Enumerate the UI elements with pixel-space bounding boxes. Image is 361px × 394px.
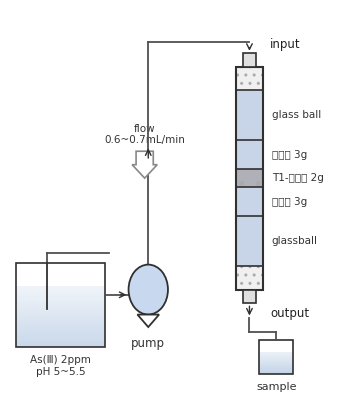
Bar <box>259 359 293 361</box>
Bar <box>16 303 105 306</box>
Text: As(Ⅲ) 2ppm
pH 5~5.5: As(Ⅲ) 2ppm pH 5~5.5 <box>30 355 91 377</box>
Bar <box>259 356 293 357</box>
Bar <box>16 299 105 301</box>
Bar <box>259 353 293 354</box>
Text: glass ball: glass ball <box>272 110 321 120</box>
Bar <box>259 372 293 373</box>
Bar <box>16 335 105 338</box>
Bar <box>259 367 293 368</box>
Text: glassball: glassball <box>272 236 318 246</box>
Bar <box>16 318 105 320</box>
FancyArrow shape <box>132 151 157 178</box>
Bar <box>236 140 263 169</box>
Bar <box>259 340 293 374</box>
Bar <box>16 313 105 316</box>
Bar <box>259 363 293 364</box>
Polygon shape <box>138 314 159 327</box>
Bar <box>259 364 293 365</box>
Ellipse shape <box>129 265 168 314</box>
Text: input: input <box>270 38 301 51</box>
Bar <box>16 325 105 328</box>
Bar <box>236 67 263 90</box>
Bar <box>16 316 105 318</box>
Bar <box>236 187 263 216</box>
Bar <box>243 53 256 67</box>
Bar <box>259 351 293 353</box>
Bar <box>259 362 293 363</box>
Bar <box>259 354 293 355</box>
Bar <box>259 373 293 374</box>
Bar <box>236 169 263 187</box>
Bar <box>16 330 105 333</box>
Bar <box>236 266 263 290</box>
Text: output: output <box>270 307 309 320</box>
Text: flow
0.6~0.7mL/min: flow 0.6~0.7mL/min <box>104 124 185 145</box>
Bar <box>16 306 105 308</box>
Bar <box>236 67 263 290</box>
Bar <box>236 67 263 90</box>
Text: 견윤모 3g: 견윤모 3g <box>272 150 307 160</box>
Bar <box>236 90 263 140</box>
Bar <box>16 345 105 347</box>
Bar <box>16 301 105 303</box>
Bar <box>259 355 293 356</box>
Bar <box>259 366 293 367</box>
Bar <box>16 289 105 291</box>
Bar <box>16 338 105 340</box>
Bar <box>16 340 105 342</box>
Bar <box>16 291 105 294</box>
Bar <box>236 169 263 187</box>
Bar <box>16 308 105 311</box>
Bar <box>259 365 293 366</box>
Bar <box>16 320 105 323</box>
Bar <box>16 286 105 289</box>
Bar <box>259 361 293 362</box>
Bar <box>16 342 105 345</box>
Bar <box>236 216 263 266</box>
Bar <box>259 368 293 370</box>
Bar <box>259 370 293 371</box>
Text: 견윤모 3g: 견윤모 3g <box>272 197 307 207</box>
Bar <box>243 290 256 303</box>
Bar <box>259 371 293 372</box>
Bar <box>16 328 105 330</box>
Text: T1-견윤모 2g: T1-견윤모 2g <box>272 173 324 183</box>
Bar <box>16 263 105 347</box>
Text: sample: sample <box>256 382 297 392</box>
Bar <box>236 266 263 290</box>
Bar <box>16 323 105 325</box>
Bar <box>16 333 105 335</box>
Text: pump: pump <box>131 336 165 349</box>
Bar <box>259 357 293 359</box>
Bar <box>16 294 105 296</box>
Bar <box>16 296 105 299</box>
Bar <box>16 311 105 313</box>
